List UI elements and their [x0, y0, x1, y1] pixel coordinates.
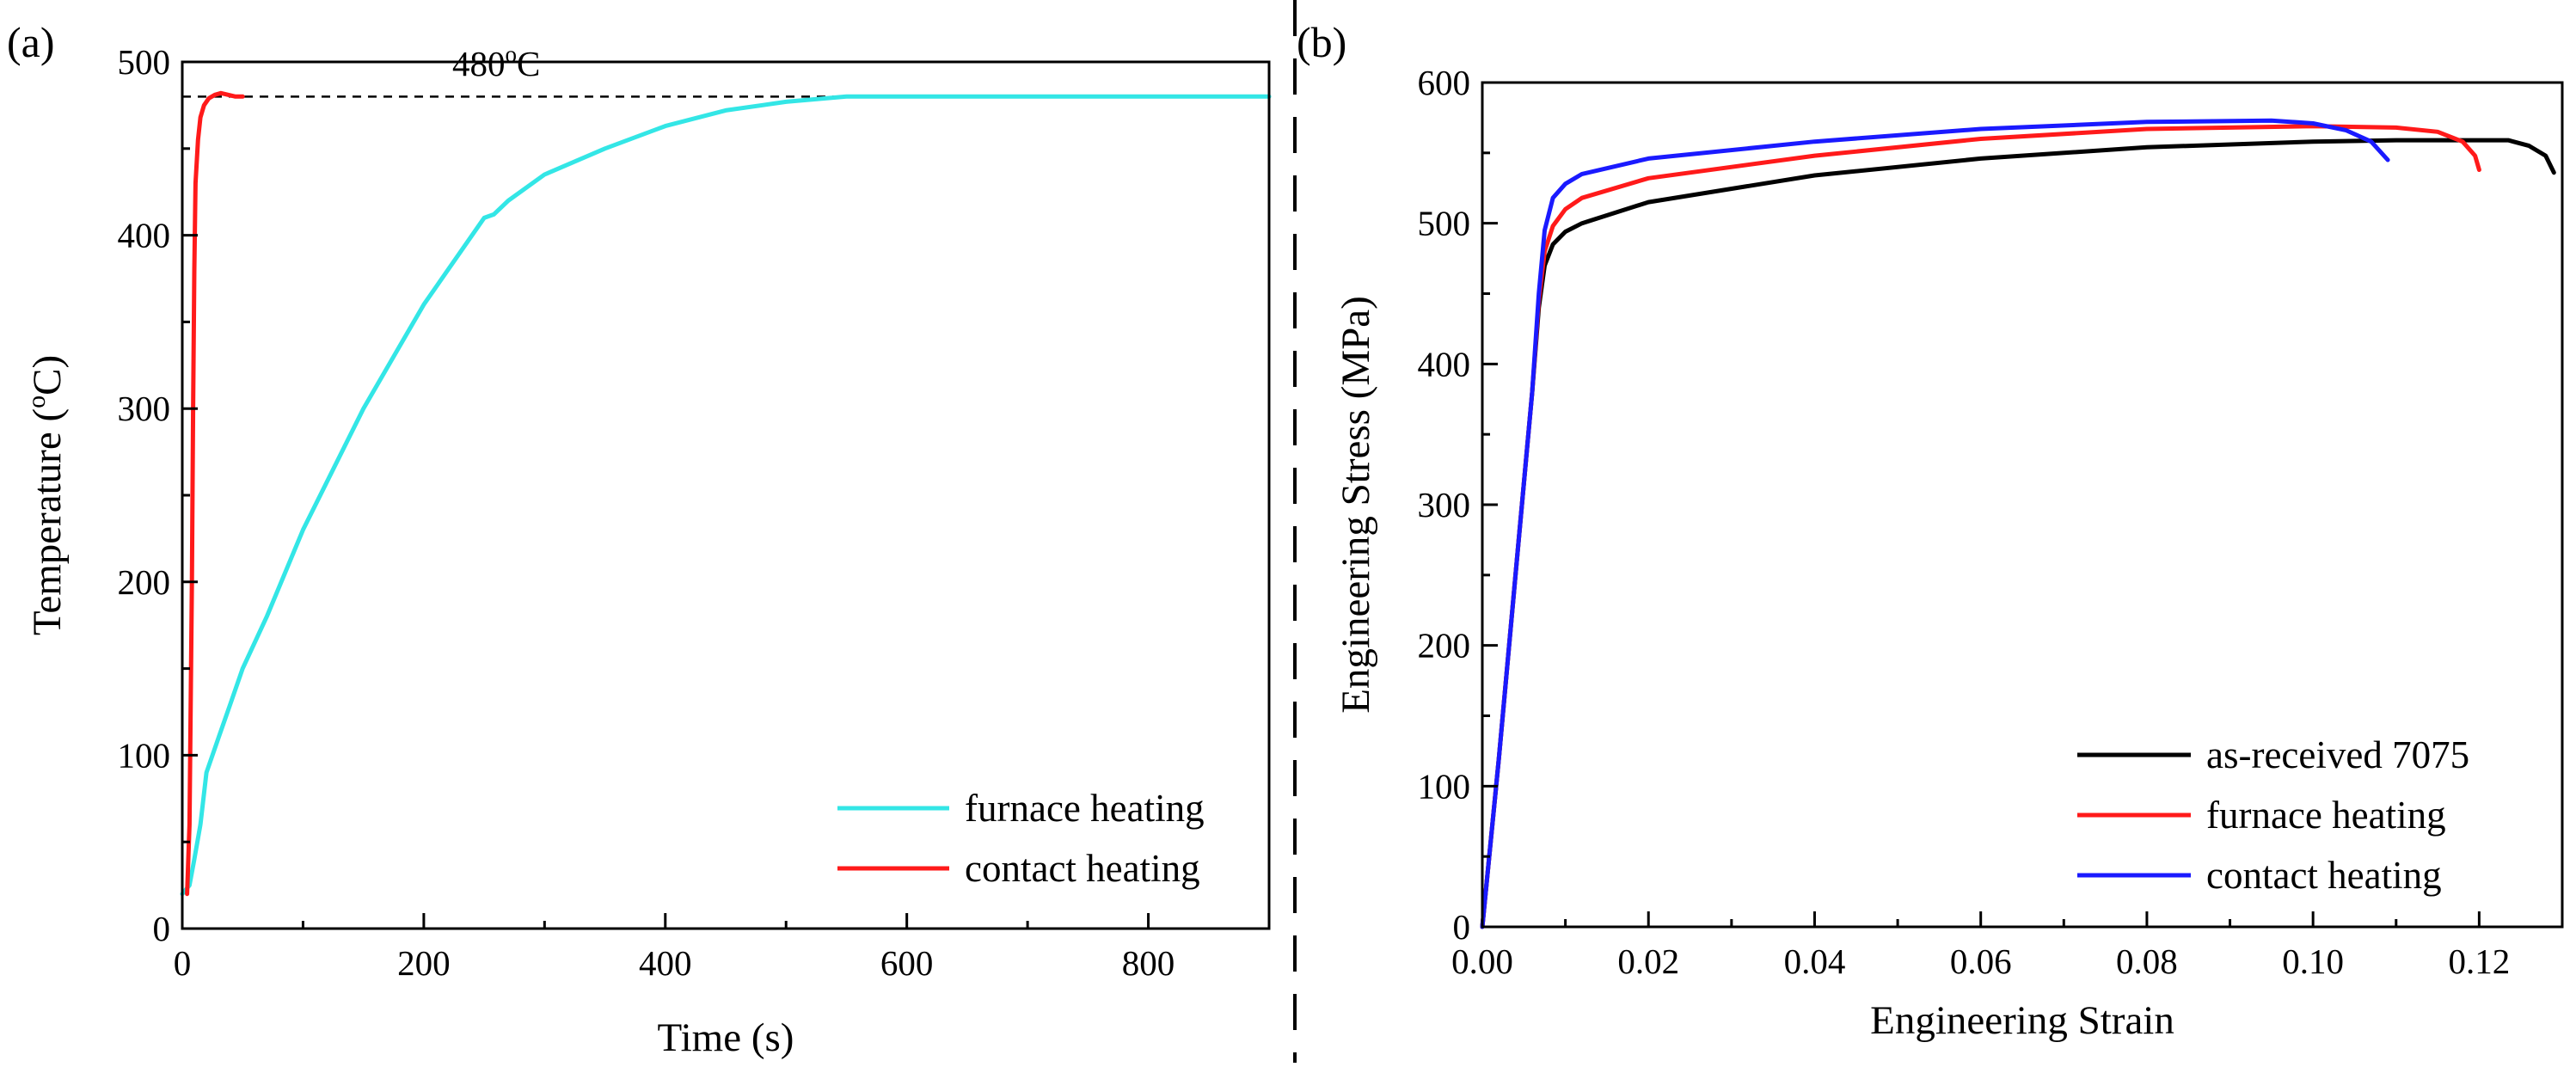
panel-b-x-tick-label: 0.02	[1617, 941, 1679, 981]
panel-b-y-tick-label: 600	[1418, 63, 1471, 102]
panel-b-x-tick-label: 0.04	[1784, 941, 1846, 981]
panel-b-x-tick-label: 0.08	[2116, 941, 2178, 981]
panel-b-x-tick-label: 0.10	[2282, 941, 2344, 981]
panel-a-x-tick-label: 600	[880, 943, 934, 983]
y-axis-label-degree: o	[22, 396, 51, 408]
panel-b-y-tick-label: 0	[1453, 907, 1471, 947]
panel-b-series-contact-heating	[1480, 118, 2390, 929]
panel-a-y-tick-label: 0	[153, 909, 171, 948]
panel-b-x-tick-label: 0.00	[1451, 941, 1513, 981]
panel-a-frame	[181, 60, 1271, 930]
panel-a-series-furnace-heating	[180, 94, 1272, 897]
panel-a-series-contact-heating	[185, 90, 245, 897]
legend-b-label-contact-heating: contact heating	[2206, 854, 2442, 897]
panel-a-y-tick-label: 400	[118, 216, 171, 255]
panel-b-x-tick-label: 0.12	[2449, 941, 2511, 981]
x-axis-label: Time (s)	[658, 1015, 794, 1060]
panel-b-x-tick-label: 0.06	[1950, 941, 2012, 981]
legend-a-label-furnace-heating: furnace heating	[965, 787, 1205, 830]
panel-a-x-tick-label: 800	[1122, 943, 1175, 983]
panel-b-frame	[1481, 81, 2564, 929]
panel-b-y-tick-label: 100	[1418, 766, 1471, 806]
reference-line-degree: o	[506, 41, 518, 67]
panel-b-y-tick-label: 300	[1418, 485, 1471, 524]
panel-a-label: (a)	[7, 18, 55, 66]
reference-line-value: 480	[452, 44, 506, 83]
panel-a-x-tick-label: 200	[397, 943, 451, 983]
panel-b-y-tick-label: 200	[1418, 626, 1471, 665]
panel-b-y-tick-label: 400	[1418, 344, 1471, 383]
panel-a-x-tick-label: 0	[174, 943, 192, 983]
panel-a-x-tick-label: 400	[639, 943, 692, 983]
panel-a-y-tick-label: 100	[118, 735, 171, 775]
panel-b-label: (b)	[1297, 18, 1346, 66]
panel-a-y-tick-label: 500	[118, 42, 171, 82]
y-axis-label: Temperature (oC)	[22, 355, 70, 635]
panel-a-y-tick-label: 200	[118, 562, 171, 602]
legend-a-label-contact-heating: contact heating	[965, 847, 1200, 890]
legend-b-label-furnace-heating: furnace heating	[2206, 794, 2446, 837]
panel-a-y-tick-label: 300	[118, 389, 171, 428]
legend-a: furnace heating contact heating	[837, 787, 1205, 890]
y-axis-label-prefix: Temperature (	[25, 408, 70, 635]
reference-line-label: 480oC	[452, 41, 540, 83]
x-axis-label: Engineering Strain	[1870, 998, 2174, 1043]
y-axis-label-unit: C)	[25, 355, 70, 396]
panel-b-y-tick-label: 500	[1418, 204, 1471, 243]
legend-b-label-as-received: as-received 7075	[2206, 733, 2469, 776]
reference-line-unit: C	[517, 44, 540, 83]
panel-b: (b) 0.00 0.02 0.04 0.06 0.08 0.10 0.12 0 100 200 3…	[1297, 18, 2564, 1043]
legend-b: as-received 7075 furnace heating contact…	[2077, 733, 2469, 897]
y-axis-label: Engineering Stress (MPa)	[1334, 296, 1378, 714]
